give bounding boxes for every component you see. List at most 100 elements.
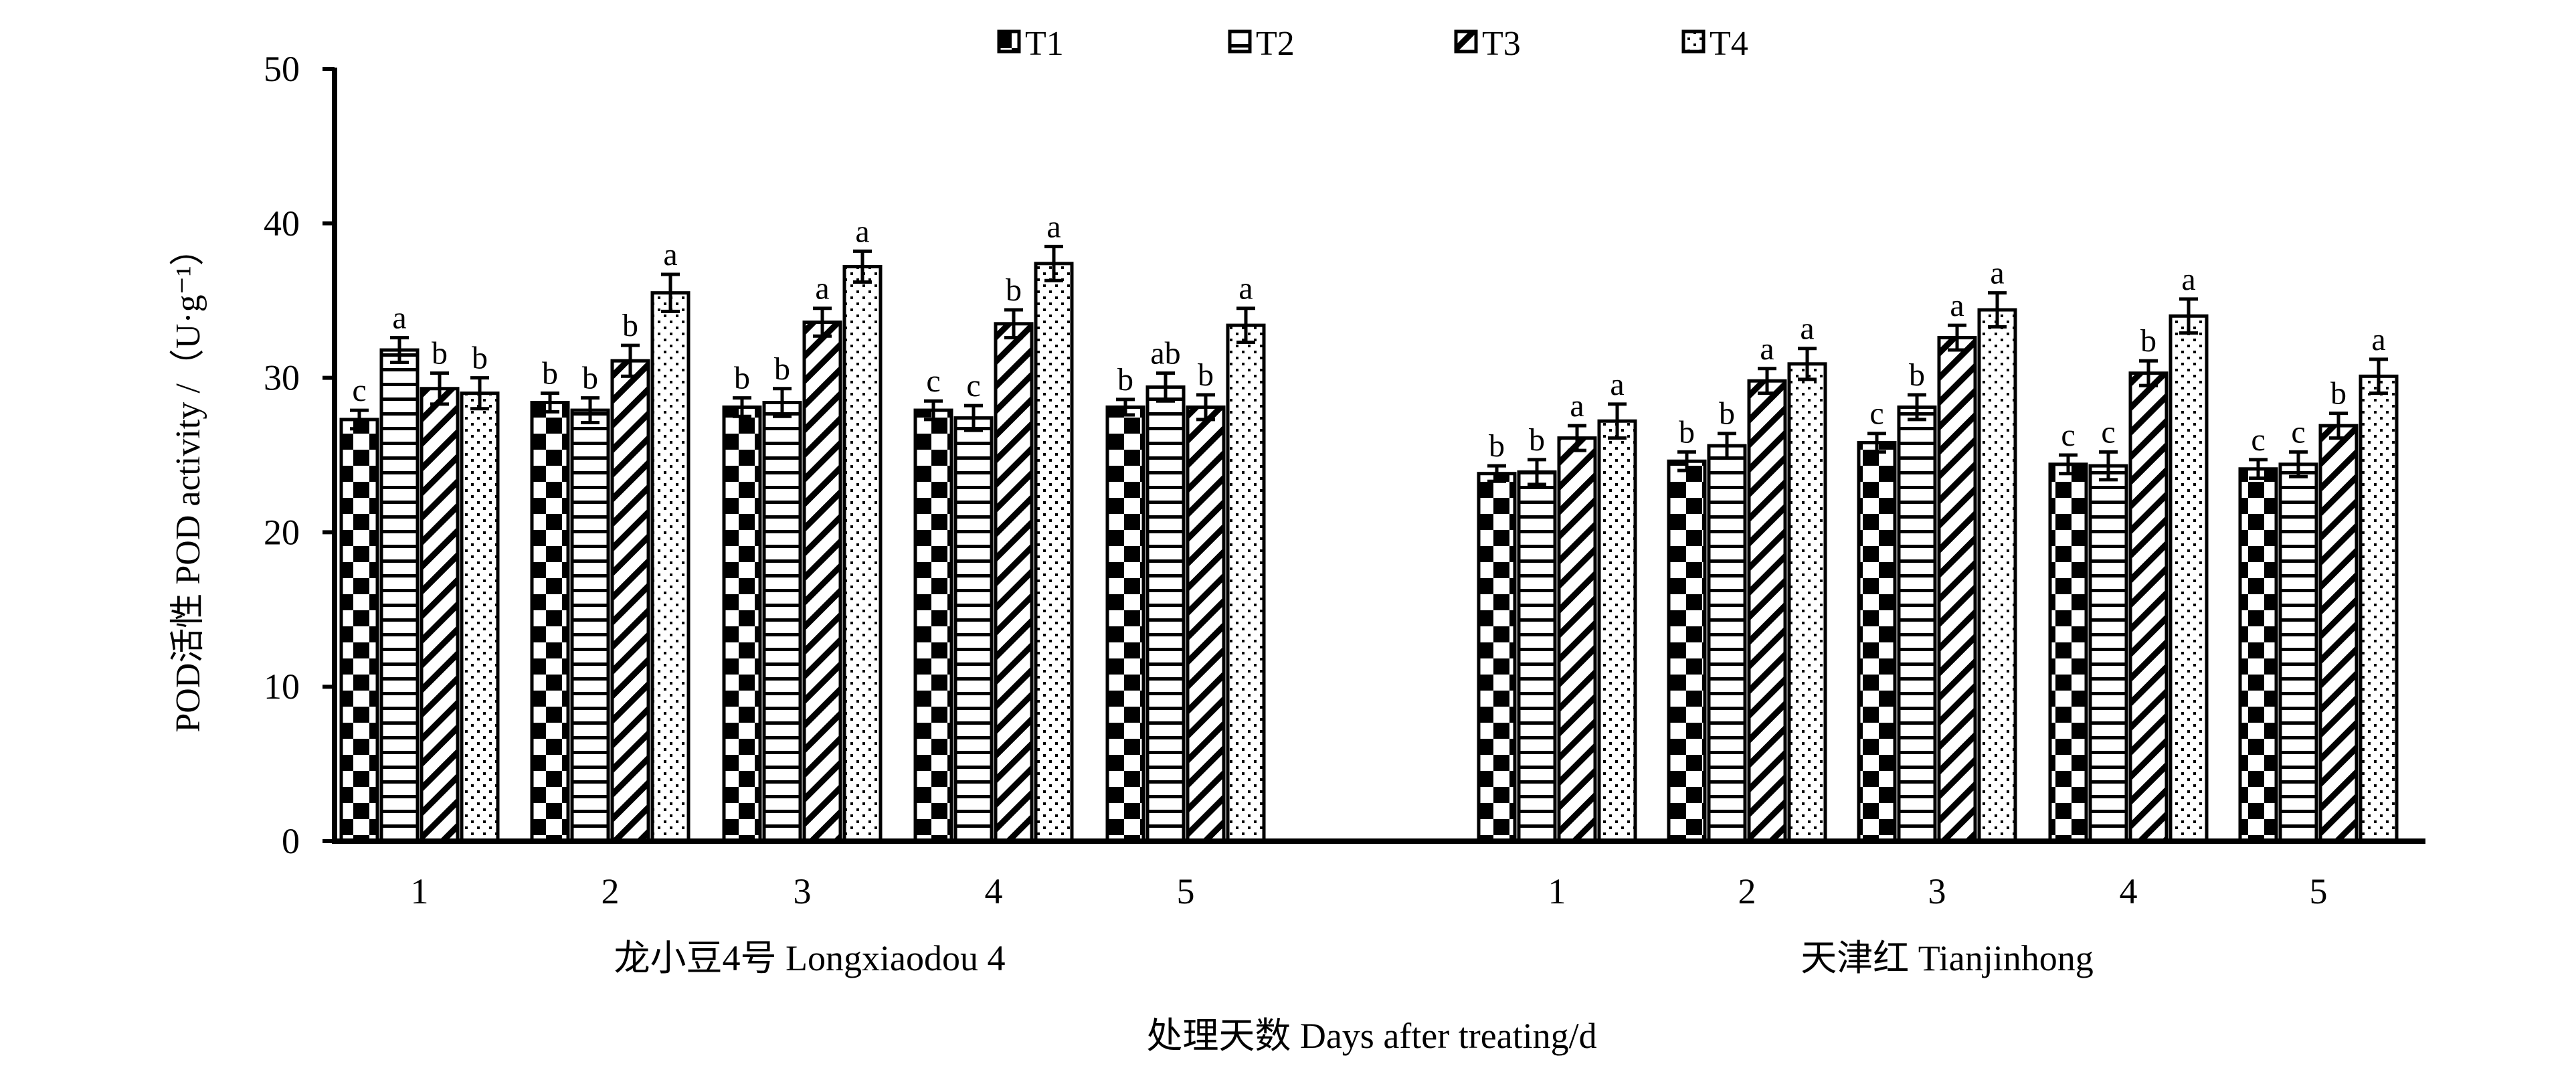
significance-label: c [2061,418,2075,453]
bar [762,401,802,843]
bar [842,264,883,843]
group-label-longxiaodou4: 龙小豆4号 Longxiaodou 4 [614,938,1006,978]
legend-item-t1: T1 [997,25,1064,63]
x-tick-label: 5 [1177,871,1195,911]
significance-label: a [1800,311,1814,347]
significance-label: c [2251,422,2265,458]
y-tick-label: 10 [264,666,300,707]
bar [1226,323,1266,843]
bar [610,359,650,843]
bar [1667,459,1707,843]
significance-label: c [966,368,980,404]
bar [650,291,691,843]
significance-label: b [432,336,448,371]
x-axis-title: 处理天数 Days after treating/d [1146,1016,1596,1056]
bar [1787,362,1827,843]
x-tick-label: 1 [1548,871,1566,911]
significance-label: b [1198,357,1214,393]
legend-swatch-t4 [1681,29,1706,54]
bar [2238,467,2278,843]
bar [1105,405,1145,843]
y-tick-label: 0 [282,821,300,861]
legend-item-t3: T3 [1454,25,1521,63]
bar [530,401,570,843]
significance-label: a [1046,209,1061,244]
bar [994,322,1034,843]
bar [1977,308,2017,843]
x-tick-label: 2 [602,871,620,911]
bar [1937,336,1977,843]
bar [2318,424,2359,843]
legend-swatch-t1 [997,29,1021,54]
bar [1186,405,1226,843]
significance-label: a [855,213,869,249]
significance-label: a [392,300,406,336]
significance-label: c [2101,414,2115,450]
y-tick-label: 40 [264,203,300,244]
significance-label: b [2140,323,2156,359]
bar [1857,441,1897,843]
significance-label: a [1950,288,1964,323]
bar [2169,314,2209,843]
y-tick-label: 30 [264,358,300,398]
x-tick-label: 3 [1928,871,1946,911]
significance-label: b [472,341,488,376]
significance-label: a [1760,331,1774,367]
y-tick-label: 50 [264,49,300,89]
significance-label: c [352,373,366,408]
significance-label: b [2330,376,2347,412]
significance-label: b [774,351,790,387]
bar [1557,436,1597,843]
bar [339,418,379,843]
significance-label: b [1529,422,1545,458]
significance-label: ab [1150,336,1180,371]
significance-label: b [1719,396,1735,432]
significance-label: a [1610,367,1624,402]
legend-label-t4: T4 [1710,25,1748,63]
bar [2048,462,2088,843]
x-tick-label: 4 [985,871,1003,911]
bar [913,408,953,843]
legend-label-t2: T2 [1256,25,1295,63]
bar [953,416,994,843]
significance-label: a [2371,322,2385,357]
bar [570,408,610,843]
significance-label: b [1117,362,1133,397]
significance-label: b [1489,428,1505,464]
bar [1145,385,1186,843]
bar [379,348,420,843]
significance-label: a [815,271,829,306]
bar [1897,405,1937,843]
bar [420,387,460,843]
legend-swatch-t2 [1228,29,1252,54]
bar [2359,374,2399,843]
bar [1034,262,1074,843]
bar [1517,470,1557,843]
x-tick-label: 1 [411,871,429,911]
significance-label: b [1909,357,1925,393]
significance-label: b [622,308,638,343]
bar [2278,462,2318,843]
bar [1477,472,1517,843]
bar [2128,371,2169,843]
bar [802,321,842,843]
x-tick-label: 5 [2310,871,2328,911]
bar [1747,379,1787,843]
significance-label: c [926,363,940,399]
bar [2088,464,2128,843]
significance-label: a [663,237,677,272]
x-tick-label: 3 [794,871,812,911]
significance-label: a [1990,256,2004,291]
significance-label: a [2181,262,2195,297]
bar [1707,444,1747,843]
legend-label-t1: T1 [1025,25,1064,63]
legend: T1 T2 T3 T4 [997,25,1748,63]
group-label-tianjinhong: 天津红 Tianjinhong [1801,938,2094,978]
bar [722,405,762,843]
significance-label: a [1570,388,1584,424]
significance-label: b [734,361,750,396]
x-tick-label: 4 [2120,871,2138,911]
y-tick-label: 20 [264,512,300,552]
bar [1597,419,1637,843]
